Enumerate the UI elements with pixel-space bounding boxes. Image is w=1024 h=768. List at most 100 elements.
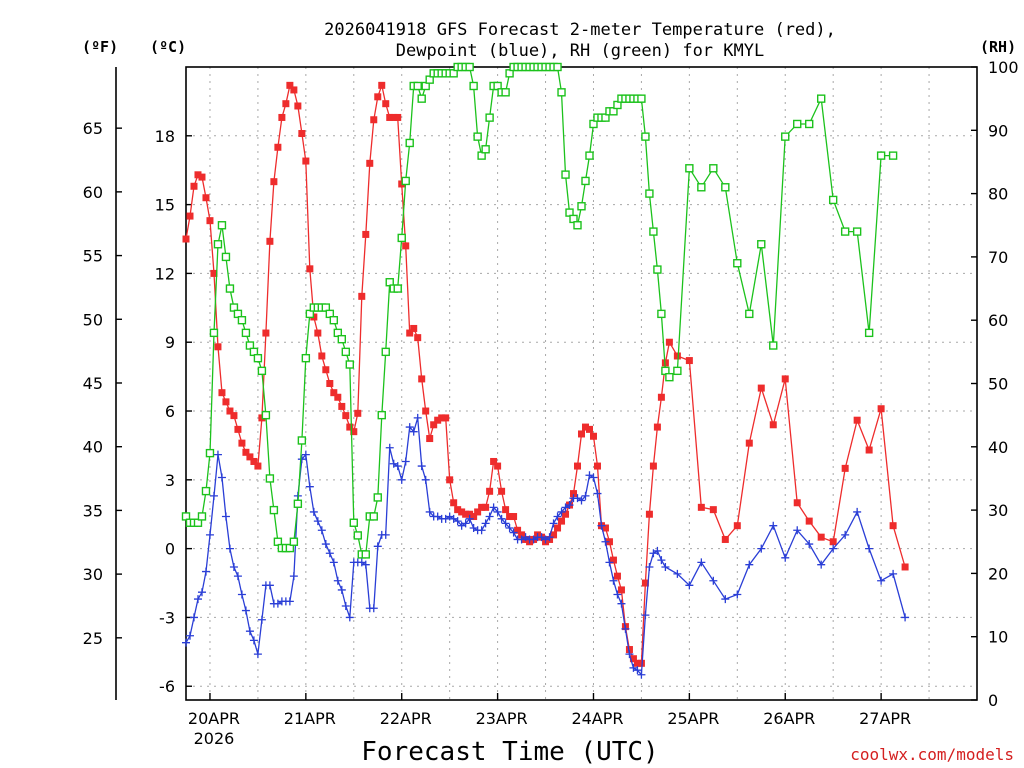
temperature-point — [889, 522, 897, 530]
rh-point — [301, 353, 311, 363]
temperature-point — [410, 324, 418, 332]
dewpoint-point — [509, 528, 518, 537]
dewpoint-point — [653, 546, 662, 555]
temperature-point — [270, 178, 278, 186]
dewpoint-point — [597, 521, 606, 530]
rh-point — [577, 202, 586, 211]
dewpoint-point — [201, 567, 210, 576]
dewpoint-point — [225, 544, 234, 553]
dewpoint-point — [321, 540, 330, 549]
temperature-point — [330, 389, 338, 397]
dewpoint-point — [613, 590, 622, 599]
rh-point — [840, 227, 850, 236]
dewpoint-point — [661, 562, 670, 571]
rh-tick-label: 60 — [988, 311, 1008, 330]
dewpoint-point — [781, 553, 790, 562]
temperature-point — [645, 510, 653, 518]
data-series — [181, 62, 910, 679]
rh-tick-label: 40 — [988, 438, 1008, 457]
rh-point — [685, 164, 694, 173]
temperature-point — [805, 517, 813, 525]
temperature-point — [294, 102, 302, 110]
temperature-point — [637, 659, 645, 667]
fahrenheit-tick-label: 45 — [83, 374, 103, 393]
rh-point — [373, 493, 382, 502]
dewpoint-point — [505, 523, 514, 532]
rh-point — [329, 316, 339, 325]
temperature-point — [394, 113, 402, 121]
fahrenheit-tick-label: 40 — [83, 438, 103, 457]
temperature-point — [506, 513, 514, 521]
dewpoint-point — [657, 556, 666, 565]
temperature-point — [578, 430, 585, 438]
temperature-point — [222, 398, 230, 406]
dewpoint-point — [289, 572, 298, 581]
credit-link[interactable]: coolwx.com/models — [850, 745, 1014, 764]
dewpoint-point — [493, 507, 502, 516]
temperature-point — [198, 173, 206, 181]
rh-point — [261, 410, 271, 420]
temperature-point — [430, 421, 438, 429]
dewpoint-point — [465, 514, 474, 523]
dewpoint-point — [253, 650, 262, 659]
temperature-point — [581, 423, 589, 431]
temperature-point — [601, 524, 609, 532]
dewpoint-point — [557, 507, 566, 516]
temperature-point — [286, 81, 294, 89]
temperature-point — [318, 352, 326, 360]
rh-point — [657, 309, 666, 319]
x-tick-label: 23APR — [476, 709, 528, 728]
dewpoint-point — [697, 558, 706, 567]
dewpoint-point — [877, 576, 886, 585]
dewpoint-point — [853, 507, 862, 516]
x-tick-label: 27APR — [859, 709, 911, 728]
rh-point — [673, 366, 682, 376]
rh-point — [289, 537, 299, 546]
temperature-point — [442, 414, 450, 422]
dewpoint-point — [285, 597, 294, 606]
rh-point — [393, 284, 402, 293]
dewpoint-point — [461, 519, 470, 528]
fahrenheit-tick-label: 65 — [83, 119, 103, 138]
dewpoint-point — [297, 455, 306, 464]
rh-point — [269, 505, 279, 515]
rh-point — [265, 474, 275, 483]
dewpoint-point — [237, 590, 246, 599]
temperature-point — [238, 439, 246, 447]
dewpoint-point — [361, 560, 370, 569]
rh-point — [201, 486, 211, 496]
rh-point — [793, 119, 802, 129]
rh-point — [697, 183, 706, 192]
rh-point — [645, 189, 654, 198]
dewpoint-point — [685, 581, 694, 590]
dewpoint-point — [497, 514, 506, 523]
rh-point — [581, 176, 590, 186]
dewpoint-point — [829, 544, 838, 553]
rh-point — [852, 227, 862, 236]
rh-point — [209, 328, 219, 338]
temperature-point — [685, 357, 693, 365]
dewpoint-point — [605, 558, 614, 567]
rh-point — [217, 221, 227, 230]
temperature-point — [346, 423, 354, 431]
rh-point — [297, 436, 307, 445]
temperature-point — [194, 171, 202, 179]
rh-point — [585, 151, 594, 160]
temperature-point — [334, 393, 342, 401]
rh-point — [888, 151, 898, 160]
dewpoint-point — [249, 636, 258, 645]
fahrenheit-tick-label: 60 — [83, 183, 103, 202]
dewpoint-point — [889, 569, 898, 578]
temperature-point — [877, 405, 885, 413]
temperature-point — [226, 407, 234, 415]
rh-point — [828, 195, 838, 205]
dewpoint-point — [421, 475, 430, 484]
dewpoint-point — [577, 496, 586, 505]
rh-point — [381, 347, 390, 357]
temperature-point — [414, 334, 422, 342]
dewpoint-point — [189, 613, 198, 622]
rh-point — [353, 531, 362, 540]
rh-point — [205, 448, 215, 458]
x-tick-label: 24APR — [571, 709, 623, 728]
rh-point — [769, 341, 778, 350]
